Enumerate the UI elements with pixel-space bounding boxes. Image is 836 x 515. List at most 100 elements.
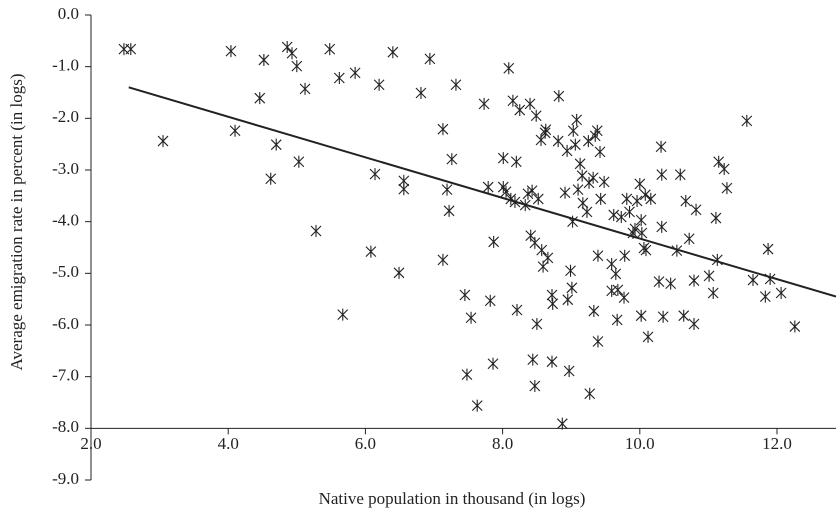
point <box>591 124 603 137</box>
point <box>229 124 241 137</box>
point <box>610 267 622 280</box>
point <box>571 113 583 126</box>
point <box>529 379 541 392</box>
point <box>546 289 558 302</box>
point <box>595 192 607 205</box>
point <box>639 188 651 201</box>
point <box>299 82 311 95</box>
point <box>459 289 471 302</box>
point <box>636 227 648 240</box>
point <box>582 135 594 148</box>
point <box>349 66 361 79</box>
point <box>365 245 377 258</box>
point <box>437 123 449 136</box>
point <box>547 297 559 310</box>
point <box>532 192 544 205</box>
point <box>635 214 647 227</box>
point <box>747 274 759 287</box>
point <box>446 153 458 166</box>
y-tick-label: -7.0 <box>52 366 79 385</box>
x-tick-label: 4.0 <box>218 434 239 453</box>
y-tick-label: -2.0 <box>52 107 79 126</box>
point <box>718 162 730 175</box>
point <box>680 195 692 207</box>
y-tick-label: -5.0 <box>52 262 79 281</box>
point <box>552 135 564 148</box>
point <box>566 281 578 294</box>
point <box>310 224 322 237</box>
point <box>671 244 683 257</box>
point <box>592 335 604 348</box>
point <box>721 182 733 195</box>
point <box>531 317 543 330</box>
point <box>281 41 293 54</box>
point <box>567 124 579 137</box>
point <box>556 417 568 430</box>
point <box>656 168 668 181</box>
point <box>324 43 336 56</box>
point <box>225 45 237 58</box>
point <box>337 308 349 321</box>
point <box>606 258 618 271</box>
point <box>373 78 385 91</box>
point <box>563 364 575 377</box>
point <box>656 220 668 233</box>
point <box>369 168 381 181</box>
point <box>270 138 282 151</box>
point <box>572 183 584 196</box>
y-tick-label: 0.0 <box>58 4 79 23</box>
point <box>526 184 538 197</box>
point <box>415 87 427 100</box>
y-tick-label: -9.0 <box>52 469 79 488</box>
point <box>640 244 652 257</box>
point <box>634 177 646 190</box>
point <box>125 43 137 56</box>
y-tick-label: -3.0 <box>52 159 79 178</box>
point <box>561 144 573 157</box>
point <box>619 249 631 262</box>
point <box>450 78 462 91</box>
x-tick-label: 10.0 <box>625 434 655 453</box>
point <box>642 330 654 343</box>
point <box>741 114 753 127</box>
point <box>690 203 702 216</box>
point <box>594 145 606 158</box>
point <box>655 140 667 153</box>
point <box>612 283 624 296</box>
point <box>546 355 558 368</box>
point <box>291 60 303 73</box>
point <box>759 290 771 303</box>
point <box>789 320 801 333</box>
point <box>559 186 571 199</box>
point <box>707 286 719 299</box>
point <box>629 222 641 235</box>
point <box>461 368 473 381</box>
x-tick-label: 2.0 <box>80 434 101 453</box>
point <box>688 317 700 330</box>
point <box>536 244 548 257</box>
point <box>562 293 574 306</box>
point <box>565 264 576 277</box>
point <box>487 357 499 370</box>
point <box>540 123 552 136</box>
point <box>653 275 665 288</box>
point <box>503 62 515 75</box>
point <box>665 277 677 290</box>
point <box>530 109 542 122</box>
point <box>510 155 522 168</box>
point <box>583 176 595 189</box>
x-tick-label: 8.0 <box>492 434 513 453</box>
point <box>286 47 298 60</box>
point <box>621 192 633 205</box>
point <box>635 309 647 322</box>
point <box>507 94 519 107</box>
point <box>584 387 596 400</box>
point <box>608 208 620 221</box>
fit-line <box>128 86 836 298</box>
point <box>258 53 270 66</box>
point <box>525 229 537 242</box>
point <box>393 266 405 279</box>
point <box>581 205 593 218</box>
point <box>500 185 512 198</box>
